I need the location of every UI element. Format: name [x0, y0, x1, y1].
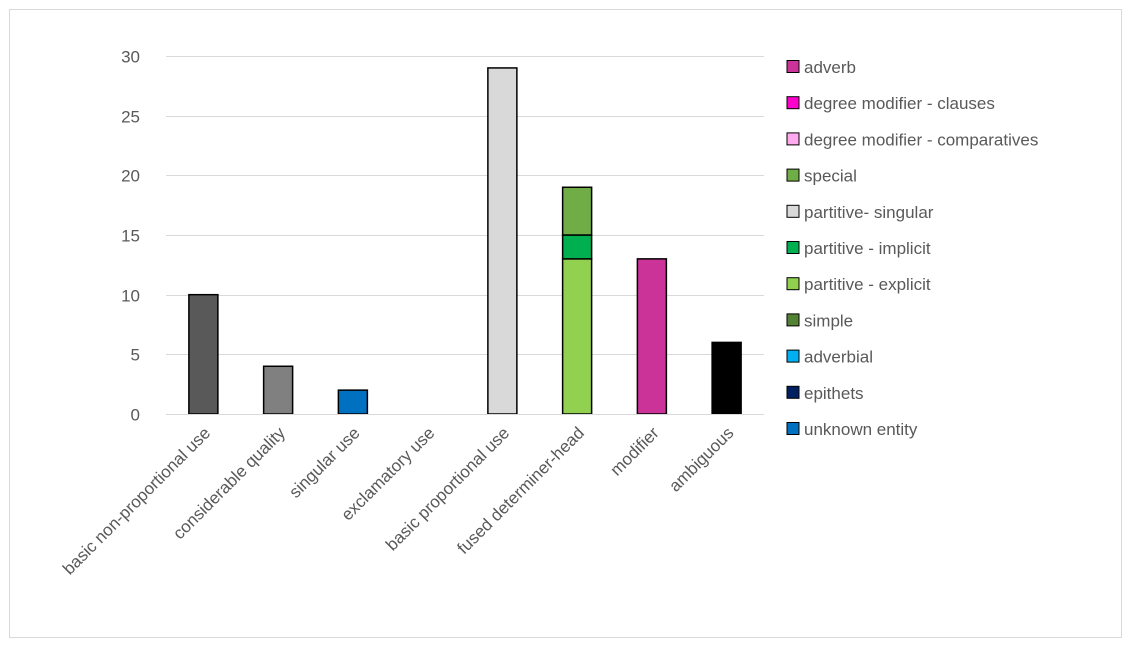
legend-swatch	[786, 349, 800, 363]
legend-swatch	[786, 60, 800, 73]
legend-label: special	[804, 167, 857, 186]
legend-swatch	[786, 313, 800, 327]
legend-swatch	[786, 241, 800, 254]
legend-swatch	[786, 277, 800, 291]
y-axis-tick-labels: 0 5 10 15 20 25 30	[121, 48, 140, 425]
y-tick-label: 10	[121, 287, 140, 306]
legend-swatch	[786, 132, 800, 146]
y-tick-label: 15	[121, 227, 140, 246]
legend-label: epithets	[804, 384, 864, 403]
y-tick-label: 0	[131, 406, 140, 425]
legend-swatch	[786, 385, 800, 399]
legend-swatch	[786, 96, 800, 110]
y-tick-label: 30	[121, 48, 140, 67]
bar-segment	[188, 293, 219, 415]
bar-segment	[487, 67, 518, 415]
bar-segment	[711, 341, 742, 415]
legend-label: degree modifier - clauses	[804, 94, 995, 113]
legend-swatch	[786, 168, 800, 182]
legend-label: adverbial	[804, 348, 873, 367]
legend-label: unknown entity	[804, 420, 918, 439]
legend-label: adverb	[804, 58, 856, 77]
legend: adverb degree modifier - clauses degree mo…	[786, 58, 1038, 439]
bar-segment	[561, 234, 593, 260]
bar-segment	[337, 389, 369, 415]
legend-label: partitive - implicit	[804, 239, 931, 258]
bar-segment	[561, 258, 593, 415]
bar-segment	[561, 186, 593, 236]
bars	[188, 67, 742, 415]
bar-segment	[262, 365, 294, 415]
y-tick-label: 5	[131, 346, 140, 365]
bar-segment	[636, 258, 668, 415]
legend-label: simple	[804, 311, 853, 330]
legend-swatch	[786, 422, 800, 435]
y-tick-label: 25	[121, 108, 140, 127]
legend-swatch	[786, 204, 800, 218]
y-tick-label: 20	[121, 167, 140, 186]
legend-label: partitive - explicit	[804, 275, 931, 294]
legend-label: partitive- singular	[804, 203, 934, 222]
legend-label: degree modifier - comparatives	[804, 130, 1038, 149]
